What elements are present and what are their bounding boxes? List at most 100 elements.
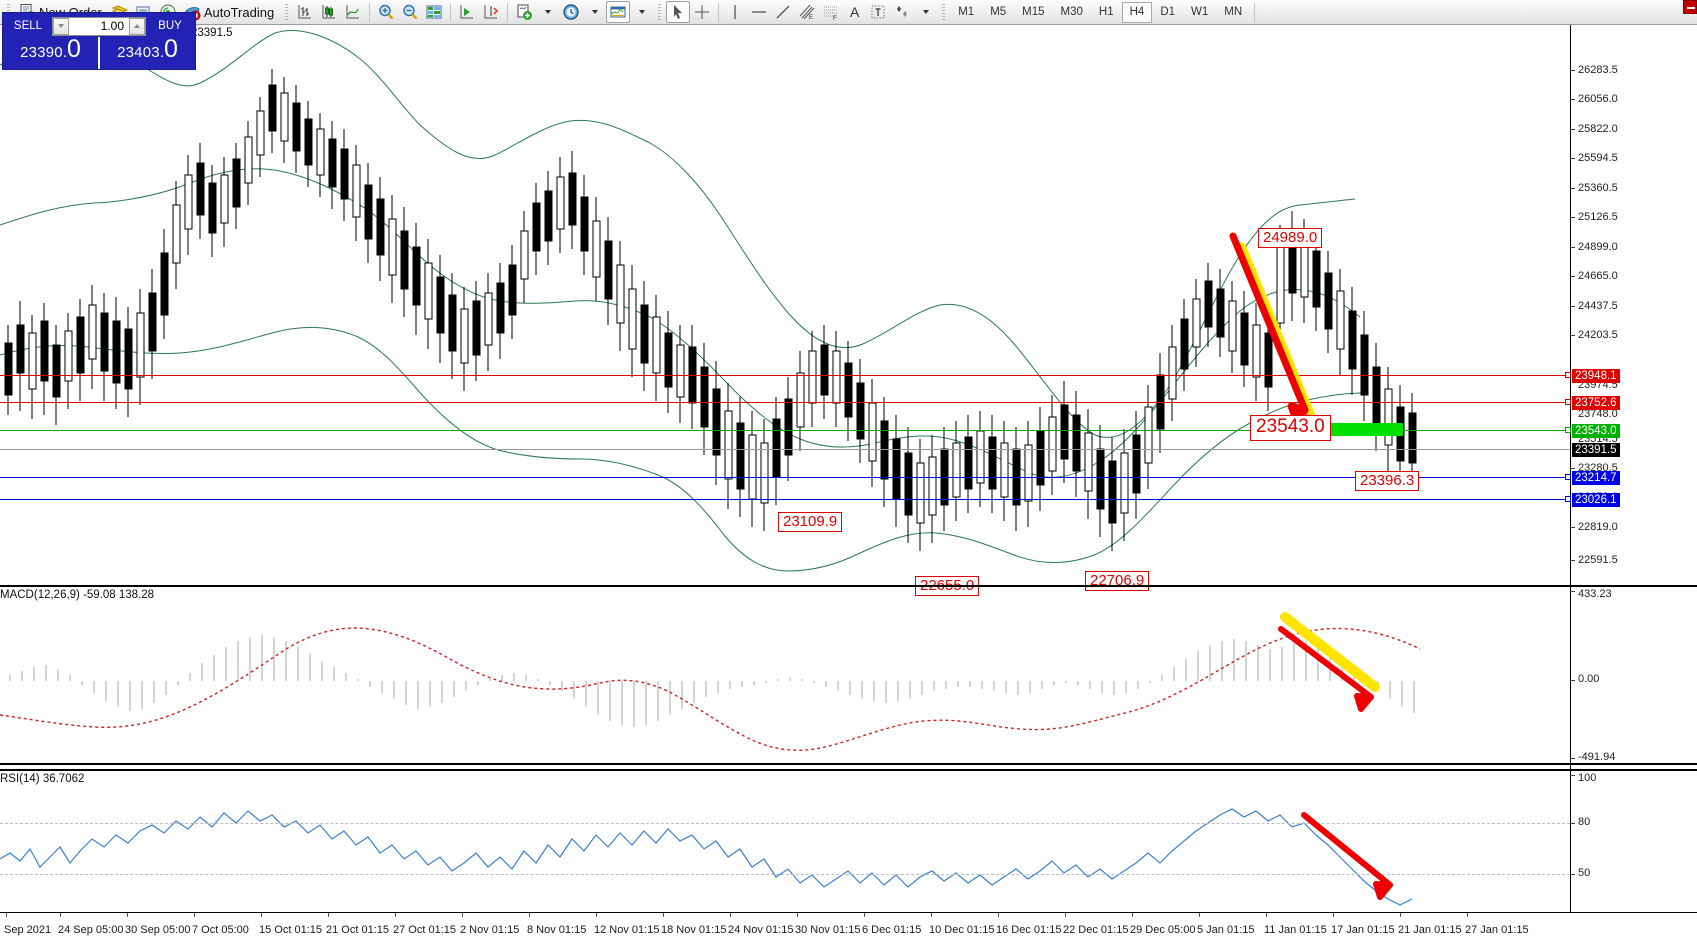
- resistance-handle-23948[interactable]: [1565, 372, 1571, 378]
- chart-shift-button[interactable]: [479, 1, 503, 23]
- price-tick-11: 23748.0: [1578, 408, 1618, 420]
- price-label-support-1[interactable]: 23214.7: [1572, 471, 1620, 485]
- toolbar-grip-4[interactable]: [940, 2, 948, 22]
- chart-canvas[interactable]: HK50-,H4 23542.0 23637.0 23384.0 23391.5: [0, 25, 1697, 944]
- trend-arrow-macd[interactable]: [1275, 605, 1395, 715]
- auto-scroll-button[interactable]: [455, 1, 479, 23]
- price-pane[interactable]: HK50-,H4 23542.0 23637.0 23384.0 23391.5: [0, 25, 1697, 596]
- vertical-line-button[interactable]: [723, 1, 747, 23]
- volume-decrease-button[interactable]: [53, 17, 69, 35]
- toolbar-separator-1: [369, 2, 371, 22]
- timeframe-w1[interactable]: W1: [1191, 6, 1209, 18]
- annotation-23396[interactable]: 23396.3: [1355, 471, 1420, 491]
- one-click-trading-panel[interactable]: SELL 1.00 BUY 23390 . 0 23403 . 0: [2, 12, 196, 70]
- trade-panel-prices: 23390 . 0 23403 . 0: [3, 37, 195, 69]
- zoom-out-button[interactable]: [398, 1, 422, 23]
- price-label-resistance-1[interactable]: 23948.1: [1572, 369, 1620, 383]
- timeframe-d1[interactable]: D1: [1160, 6, 1176, 18]
- timeframe-h4[interactable]: H4: [1121, 1, 1153, 23]
- data-window-button[interactable]: [422, 1, 446, 23]
- time-tick-7: 2 Nov 01:15: [460, 924, 520, 936]
- trend-arrow-price[interactable]: [1215, 220, 1345, 440]
- candlestick-icon: [322, 5, 336, 19]
- bar-chart-icon: [298, 5, 312, 19]
- timeframe-m1[interactable]: M1: [958, 6, 975, 18]
- chevron-down-icon: [923, 10, 930, 14]
- time-axis[interactable]: Sep 2021 24 Sep 05:00 30 Sep 05:00 7 Oct…: [0, 912, 1697, 944]
- horizontal-line-button[interactable]: [747, 1, 771, 23]
- periods-button[interactable]: [559, 1, 583, 23]
- price-tick-9: 24203.5: [1578, 329, 1618, 341]
- macd-tick-1: 0.00: [1578, 673, 1600, 685]
- support-line-23026[interactable]: [0, 499, 1570, 500]
- text-label-button[interactable]: [866, 1, 890, 23]
- price-label-resistance-2[interactable]: 23752.6: [1572, 396, 1620, 410]
- target-line-23543[interactable]: [0, 430, 1570, 431]
- price-plot[interactable]: [0, 25, 1577, 583]
- timeframe-m15[interactable]: M15: [1022, 6, 1045, 18]
- svg-text:F: F: [833, 16, 837, 21]
- cursor-button[interactable]: [666, 1, 691, 23]
- candlestick-chart-button[interactable]: [317, 1, 341, 23]
- horizontal-line-icon: [752, 11, 767, 13]
- timeframe-mn[interactable]: MN: [1224, 6, 1243, 18]
- line-chart-button[interactable]: [341, 1, 365, 23]
- resistance-handle-23752[interactable]: [1565, 399, 1571, 405]
- fibonacci-button[interactable]: F: [819, 1, 843, 23]
- volume-input[interactable]: 1.00: [100, 19, 124, 33]
- sell-button[interactable]: SELL: [13, 20, 43, 32]
- rsi-tick-0: 100: [1578, 772, 1597, 784]
- timeframe-h1[interactable]: H1: [1098, 6, 1114, 18]
- buy-price[interactable]: 23403 . 0: [100, 37, 195, 69]
- toolbar-grip-3[interactable]: [656, 2, 664, 22]
- periods-dropdown[interactable]: [583, 1, 606, 23]
- trendline-button[interactable]: [771, 1, 795, 23]
- rsi-plot[interactable]: [0, 787, 1577, 937]
- price-tick-8: 24437.5: [1578, 300, 1618, 312]
- price-tick-16: 22591.5: [1578, 554, 1618, 566]
- equidistant-channel-button[interactable]: E: [795, 1, 819, 23]
- price-label-last[interactable]: 23391.5: [1572, 443, 1620, 457]
- price-label-support-2[interactable]: 23026.1: [1572, 493, 1620, 507]
- indicators-button[interactable]: [512, 1, 536, 23]
- chevron-down-icon: [58, 24, 64, 28]
- text-button[interactable]: A: [843, 1, 866, 23]
- price-label-target[interactable]: 23543.0: [1572, 424, 1620, 438]
- bar-chart-button[interactable]: [293, 1, 317, 23]
- shapes-button[interactable]: [890, 1, 914, 23]
- templates-button[interactable]: [606, 1, 631, 23]
- annotation-24989[interactable]: 24989.0: [1258, 228, 1323, 248]
- templates-dropdown[interactable]: [630, 1, 653, 23]
- annotation-23543[interactable]: 23543.0: [1250, 415, 1331, 441]
- time-tick-21: 21 Jan 01:15: [1398, 924, 1462, 936]
- buy-price-frac: 0: [163, 35, 178, 63]
- indicators-dropdown[interactable]: [536, 1, 559, 23]
- close-window-button[interactable]: [1683, 0, 1697, 14]
- timeframe-m30[interactable]: M30: [1060, 6, 1083, 18]
- macd-pane[interactable]: MACD(12,26,9) -59.08 138.28 433.23 0.00 …: [0, 585, 1697, 765]
- support-handle-23214[interactable]: [1565, 474, 1571, 480]
- timeframe-m5[interactable]: M5: [990, 6, 1007, 18]
- crosshair-button[interactable]: [690, 1, 714, 23]
- shapes-dropdown[interactable]: [914, 1, 937, 23]
- annotation-23109[interactable]: 23109.9: [778, 512, 843, 532]
- macd-tick-0: 433.23: [1578, 588, 1612, 600]
- rsi-series-svg: [0, 808, 1413, 906]
- sell-price[interactable]: 23390 . 0: [3, 37, 98, 69]
- price-tick-6: 24899.0: [1578, 241, 1618, 253]
- volume-stepper[interactable]: 1.00: [52, 16, 146, 36]
- zoom-in-button[interactable]: [374, 1, 398, 23]
- time-tick-13: 6 Dec 01:15: [862, 924, 922, 936]
- volume-increase-button[interactable]: [129, 17, 145, 35]
- resistance-line-23752[interactable]: [0, 402, 1570, 403]
- trend-arrow-rsi[interactable]: [1298, 807, 1408, 903]
- support-handle-23026[interactable]: [1565, 496, 1571, 502]
- clock-icon: [563, 4, 579, 20]
- macd-plot[interactable]: [0, 603, 1577, 763]
- target-handle-23543[interactable]: [1565, 427, 1571, 433]
- support-line-23214[interactable]: [0, 477, 1570, 478]
- toolbar-grip-2[interactable]: [283, 2, 291, 22]
- buy-button[interactable]: BUY: [158, 20, 182, 32]
- rsi-pane[interactable]: RSI(14) 36.7062 100 80 50 15: [0, 769, 1697, 937]
- resistance-line-23948[interactable]: [0, 375, 1570, 376]
